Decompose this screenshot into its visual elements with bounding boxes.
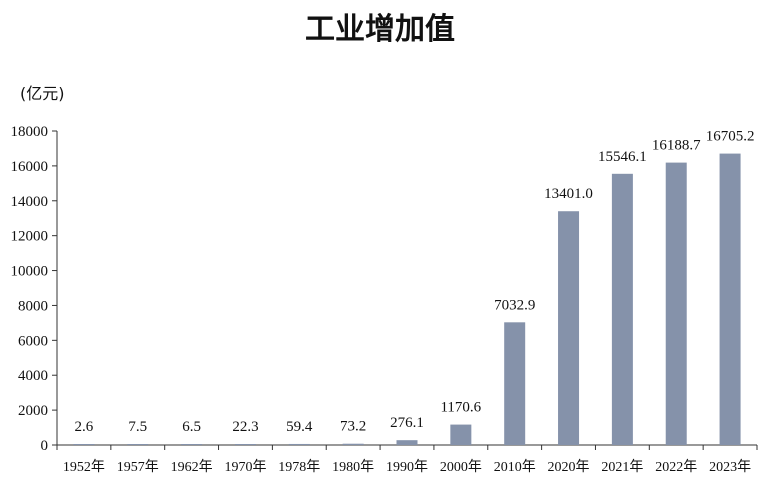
bar-value-label: 22.3 — [232, 419, 258, 435]
x-category-label: 1962年 — [171, 459, 213, 475]
x-category-label: 1957年 — [117, 459, 159, 475]
bar-value-label: 7032.9 — [494, 297, 535, 313]
y-tick-label: 18000 — [11, 124, 49, 140]
x-category-label: 2000年 — [440, 459, 482, 475]
x-category-label: 2020年 — [548, 459, 590, 475]
bar[interactable] — [558, 211, 580, 445]
y-tick-label: 12000 — [11, 229, 49, 245]
bar[interactable] — [396, 440, 418, 445]
bar-value-label: 15546.1 — [598, 149, 647, 165]
y-tick-label: 2000 — [18, 403, 48, 419]
x-category-label: 1952年 — [63, 459, 105, 475]
bar-value-label: 59.4 — [286, 419, 313, 435]
bar-value-label: 13401.0 — [544, 186, 593, 202]
bar[interactable] — [288, 443, 310, 445]
y-tick-label: 10000 — [11, 264, 49, 280]
bar-value-label: 16188.7 — [652, 138, 701, 154]
bar-value-label: 6.5 — [182, 419, 201, 435]
y-tick-label: 6000 — [18, 333, 48, 349]
chart-title: 工业增加值 — [305, 12, 455, 47]
bar-value-label: 16705.2 — [706, 129, 755, 145]
y-tick-label: 4000 — [18, 368, 48, 384]
x-category-label: 2022年 — [655, 459, 697, 475]
x-category-label: 1978年 — [278, 459, 320, 475]
x-category-label: 1980年 — [332, 459, 374, 475]
y-tick-label: 8000 — [18, 298, 48, 314]
bar-value-label: 2.6 — [75, 419, 94, 435]
x-category-label: 2010年 — [494, 459, 536, 475]
x-category-label: 2021年 — [601, 459, 643, 475]
bar[interactable] — [611, 173, 633, 445]
bar-value-label: 7.5 — [128, 419, 147, 435]
bar[interactable] — [181, 444, 203, 445]
bar[interactable] — [504, 322, 526, 445]
bar-value-label: 1170.6 — [440, 400, 481, 416]
y-axis-unit-label: (亿元) — [20, 84, 65, 103]
bar[interactable] — [719, 153, 741, 445]
x-category-label: 1970年 — [224, 459, 266, 475]
bar[interactable] — [73, 444, 95, 445]
x-category-label: 2023年 — [709, 459, 751, 475]
y-tick-label: 16000 — [11, 159, 49, 175]
bar[interactable] — [342, 443, 364, 445]
plot-area: 0 2000 4000 6000 8000 10000 12000 14000 16000 180… — [11, 124, 758, 475]
bar[interactable] — [450, 424, 472, 445]
bar-value-label: 276.1 — [390, 415, 424, 431]
x-category-label: 1990年 — [386, 459, 428, 475]
bar[interactable] — [234, 444, 256, 445]
y-tick-label: 14000 — [11, 194, 49, 210]
y-tick-label: 0 — [41, 438, 49, 454]
bar[interactable] — [127, 444, 149, 445]
bar-value-label: 73.2 — [340, 419, 366, 435]
bar[interactable] — [665, 162, 687, 446]
